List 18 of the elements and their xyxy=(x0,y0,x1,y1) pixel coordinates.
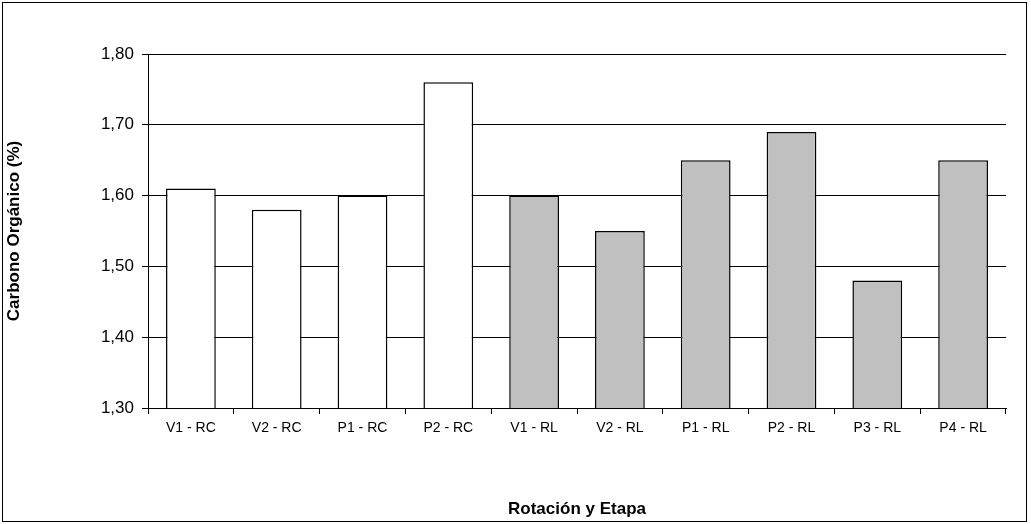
x-tick-label: V2 - RL xyxy=(596,419,644,436)
y-axis-title: Carbono Orgánico (%) xyxy=(3,140,23,322)
x-tick-label: P4 - RL xyxy=(939,419,988,436)
x-axis-title: Rotación y Etapa xyxy=(508,499,647,519)
y-tick-label: 1,30 xyxy=(100,397,134,417)
x-tick-label: P3 - RL xyxy=(853,419,902,436)
x-tick-label: V2 - RC xyxy=(251,419,302,436)
x-tick-label: P1 - RC xyxy=(337,419,388,436)
y-tick-label: 1,70 xyxy=(100,114,134,134)
x-tick-label: P2 - RC xyxy=(423,419,474,436)
y-tick-label: 1,40 xyxy=(100,326,134,346)
y-tick-label: 1,50 xyxy=(100,256,134,276)
x-tick-label: V1 - RL xyxy=(510,419,559,436)
x-tick-label: P1 - RL xyxy=(681,419,730,436)
x-tick-label: V1 - RC xyxy=(166,419,216,436)
x-tick-label: P2 - RL xyxy=(767,419,816,436)
y-tick-label: 1,80 xyxy=(100,43,134,63)
y-tick-label: 1,60 xyxy=(100,185,134,205)
